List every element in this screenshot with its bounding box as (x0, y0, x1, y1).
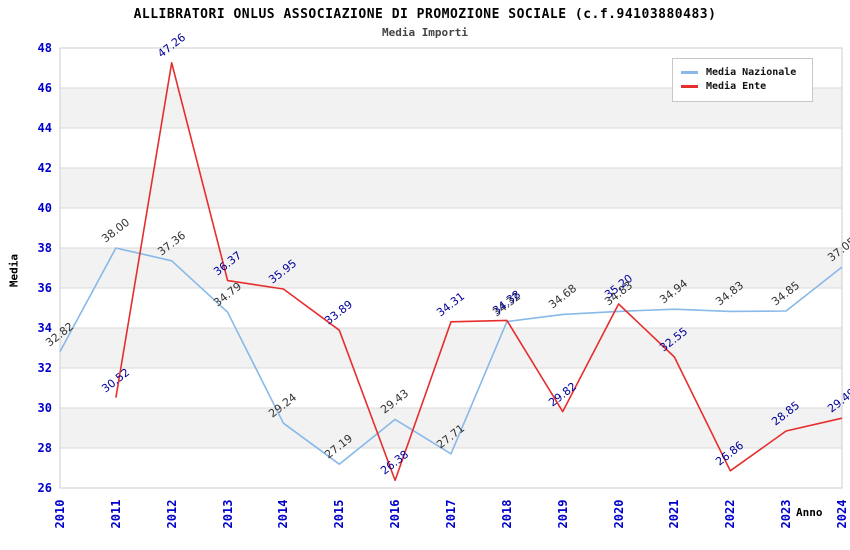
series-line-ente (115, 61, 843, 482)
x-tick-label: 2014 (276, 499, 291, 529)
x-tick-label: 2012 (164, 499, 179, 529)
legend-item: Media Ente (681, 81, 804, 92)
chart-subtitle: Media Importi (381, 26, 469, 39)
plot-band (60, 168, 842, 208)
x-tick-label: 2010 (53, 499, 67, 529)
x-tick-label: 2022 (723, 499, 738, 529)
y-tick-label: 28 (37, 441, 52, 455)
x-tick-label: 2023 (779, 499, 794, 529)
y-tick-label: 48 (37, 41, 52, 55)
legend-label: Media Nazionale (706, 67, 797, 78)
x-tick-label: 2019 (555, 499, 570, 529)
legend: Media Nazionale Media Ente (672, 58, 813, 102)
y-tick-label: 46 (37, 81, 52, 95)
x-tick-label: 2020 (611, 499, 626, 529)
y-tick-label: 44 (37, 121, 52, 135)
y-tick-label: 34 (37, 321, 52, 335)
legend-swatch-icon (681, 85, 698, 88)
y-tick-label: 40 (37, 201, 52, 215)
y-tick-label: 38 (37, 241, 52, 255)
x-tick-label: 2021 (667, 499, 682, 529)
plot-band (60, 328, 842, 368)
legend-label: Media Ente (706, 81, 767, 92)
x-tick-label: 2013 (220, 499, 235, 529)
legend-swatch-icon (681, 71, 698, 74)
y-tick-label: 42 (37, 161, 52, 175)
y-tick-label: 32 (37, 361, 52, 375)
x-axis-title: Anno (796, 506, 823, 519)
x-tick-label: 2017 (444, 499, 458, 529)
y-tick-label: 30 (37, 401, 52, 415)
series-line-nazionale (59, 247, 843, 466)
x-tick-label: 2018 (499, 499, 514, 529)
y-tick-label: 36 (37, 281, 52, 295)
x-tick-label: 2011 (108, 499, 123, 529)
legend-item: Media Nazionale (681, 67, 804, 78)
chart-title: ALLIBRATORI ONLUS ASSOCIAZIONE DI PROMOZ… (133, 7, 717, 22)
y-tick-label: 26 (37, 481, 52, 495)
plot-band (60, 408, 842, 448)
plot-band (60, 248, 842, 288)
x-tick-label: 2015 (332, 499, 347, 529)
x-tick-label: 2016 (388, 499, 403, 529)
